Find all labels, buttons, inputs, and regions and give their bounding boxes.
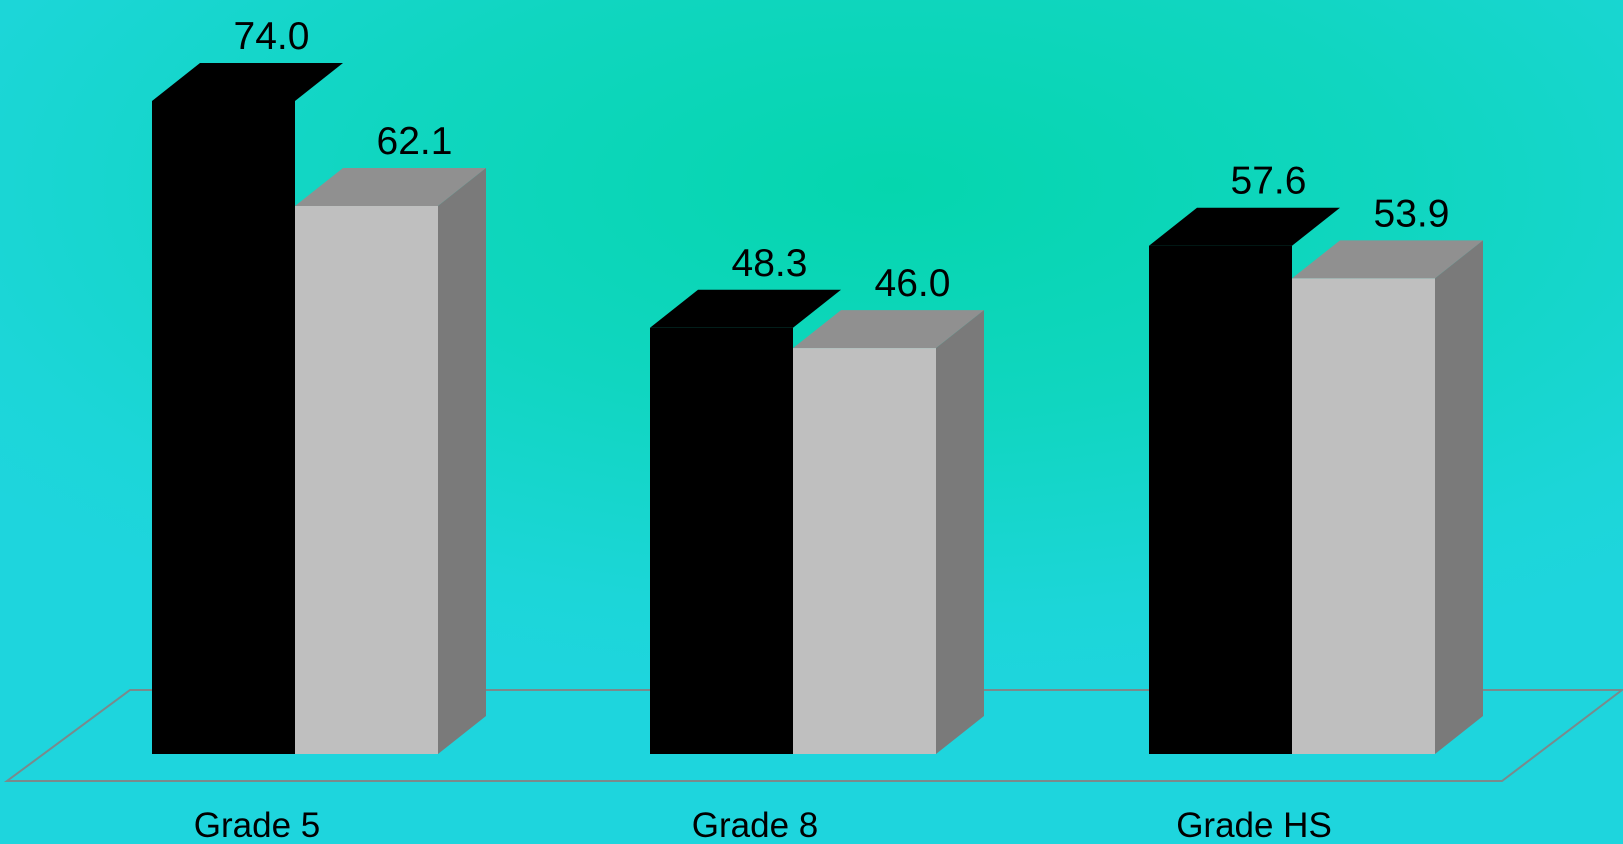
data-label: 57.6 xyxy=(1231,160,1307,203)
bar xyxy=(295,206,438,754)
data-label: 46.0 xyxy=(875,262,951,305)
bar xyxy=(793,348,936,754)
data-label: 48.3 xyxy=(732,242,808,285)
bar-side xyxy=(1435,240,1483,755)
bar-top xyxy=(295,168,486,207)
bar-group xyxy=(1149,207,1483,755)
bar xyxy=(152,101,295,754)
bar-top xyxy=(793,310,984,349)
bars-group xyxy=(152,63,1483,755)
x-tick-label: Grade HS xyxy=(1176,806,1332,844)
bar xyxy=(1292,278,1435,754)
bar-top xyxy=(1292,240,1483,279)
chart-floor xyxy=(3,689,1623,782)
bar-top xyxy=(650,289,841,328)
bar-group xyxy=(152,63,486,754)
x-tick-label: Grade 5 xyxy=(194,806,320,844)
bar-side xyxy=(936,310,984,754)
bar-side xyxy=(438,168,486,754)
bar xyxy=(1149,245,1292,754)
bar-group xyxy=(650,289,984,754)
data-label: 74.0 xyxy=(234,15,310,58)
x-tick-label: Grade 8 xyxy=(692,806,818,844)
labels-group: 74.0 62.1 Grade 5 48.3 46.0 Grade 8 57.6 53.9 Gr… xyxy=(194,15,1450,844)
data-label: 53.9 xyxy=(1374,192,1450,235)
bar-top xyxy=(152,63,343,101)
bar-top xyxy=(1149,207,1340,246)
bar xyxy=(650,327,793,754)
data-label: 62.1 xyxy=(377,120,453,163)
